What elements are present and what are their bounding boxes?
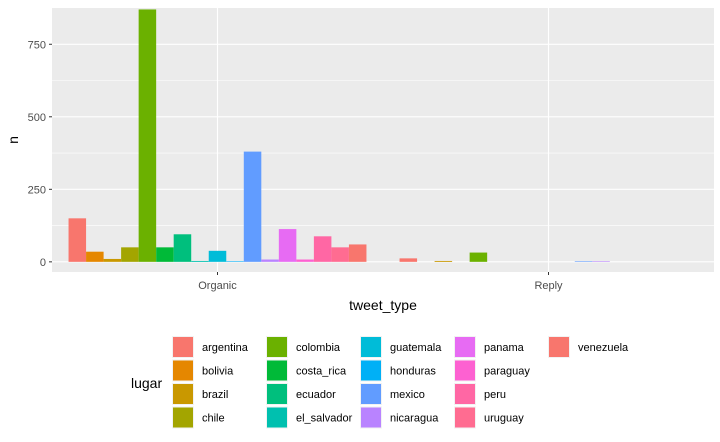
bar-el_salvador-organic [191, 260, 209, 262]
legend-label-panama: panama [484, 342, 525, 354]
y-axis-title: n [5, 136, 21, 144]
bar-nicaragua-organic [261, 259, 279, 262]
bar-venezuela-organic [348, 244, 367, 262]
legend-label-colombia: colombia [296, 342, 341, 354]
x-tick-label: Reply [534, 280, 563, 292]
bar-costa_rica-organic [156, 247, 174, 262]
legend-swatch-chile [173, 407, 193, 428]
legend-swatch-peru [455, 384, 475, 404]
bar-ecuador-organic [173, 234, 192, 262]
legend-label-venezuela: venezuela [578, 342, 629, 354]
y-tick-label: 750 [28, 39, 46, 51]
legend-label-argentina: argentina [202, 342, 249, 354]
legend-label-el_salvador: el_salvador [296, 413, 353, 425]
legend-swatch-brazil [173, 384, 193, 404]
legend-label-nicaragua: nicaragua [390, 413, 439, 425]
legend-swatch-nicaragua [361, 407, 381, 428]
bar-mexico-reply [574, 261, 593, 262]
legend-swatch-honduras [361, 360, 381, 381]
bar-uruguay-organic [331, 247, 349, 262]
bar-series [68, 9, 610, 262]
legend-label-ecuador: ecuador [296, 389, 336, 401]
bar-guatemala-organic [208, 250, 227, 262]
x-tick-label: Organic [198, 280, 237, 292]
y-tick-label: 0 [40, 257, 46, 269]
bar-brazil-reply [434, 260, 453, 262]
legend-label-mexico: mexico [390, 389, 425, 401]
bar-mexico-organic [243, 151, 262, 262]
bar-paraguay-organic [296, 259, 314, 262]
legend-label-guatemala: guatemala [390, 342, 442, 354]
legend-swatch-venezuela [549, 337, 569, 357]
bar-argentina-organic [68, 218, 87, 262]
y-axis: 0 250 500 750 [28, 39, 52, 269]
bar-colombia-reply [469, 252, 488, 262]
bar-argentina-reply [399, 258, 418, 262]
bar-bolivia-organic [86, 251, 104, 262]
bar-chile-organic [121, 247, 139, 262]
legend-swatch-costa_rica [267, 360, 287, 381]
legend-label-bolivia: bolivia [202, 366, 234, 378]
x-axis: Organic Reply [198, 272, 563, 292]
bar-nicaragua-reply [592, 261, 610, 262]
legend-swatch-paraguay [455, 360, 475, 381]
legend-swatch-guatemala [361, 337, 381, 357]
x-axis-title: tweet_type [349, 297, 417, 313]
legend-label-paraguay: paraguay [484, 366, 530, 378]
legend-label-brazil: brazil [202, 389, 228, 401]
legend-title: lugar [131, 375, 162, 391]
y-tick-label: 250 [28, 184, 46, 196]
legend: argentina bolivia brazil chile colombia costa… [172, 336, 629, 429]
bar-panama-organic [278, 229, 297, 262]
bar-brazil-organic [103, 258, 122, 262]
legend-swatch-mexico [361, 384, 381, 404]
minor-gridlines [52, 80, 714, 226]
bar-honduras-organic [226, 261, 244, 262]
legend-label-chile: chile [202, 413, 225, 425]
legend-swatch-panama [455, 337, 475, 357]
legend-label-peru: peru [484, 389, 506, 401]
legend-swatch-argentina [173, 337, 193, 357]
legend-label-costa_rica: costa_rica [296, 366, 347, 378]
bar-peru-organic [313, 236, 332, 262]
plot-panel [52, 8, 714, 272]
y-tick-label: 500 [28, 112, 46, 124]
bar-colombia-organic [138, 9, 157, 262]
legend-swatch-bolivia [173, 360, 193, 381]
legend-swatch-uruguay [455, 407, 475, 428]
legend-swatch-ecuador [267, 384, 287, 404]
legend-label-honduras: honduras [390, 366, 436, 378]
legend-label-uruguay: uruguay [484, 413, 524, 425]
legend-swatch-colombia [267, 337, 287, 357]
legend-swatch-el_salvador [267, 407, 287, 428]
